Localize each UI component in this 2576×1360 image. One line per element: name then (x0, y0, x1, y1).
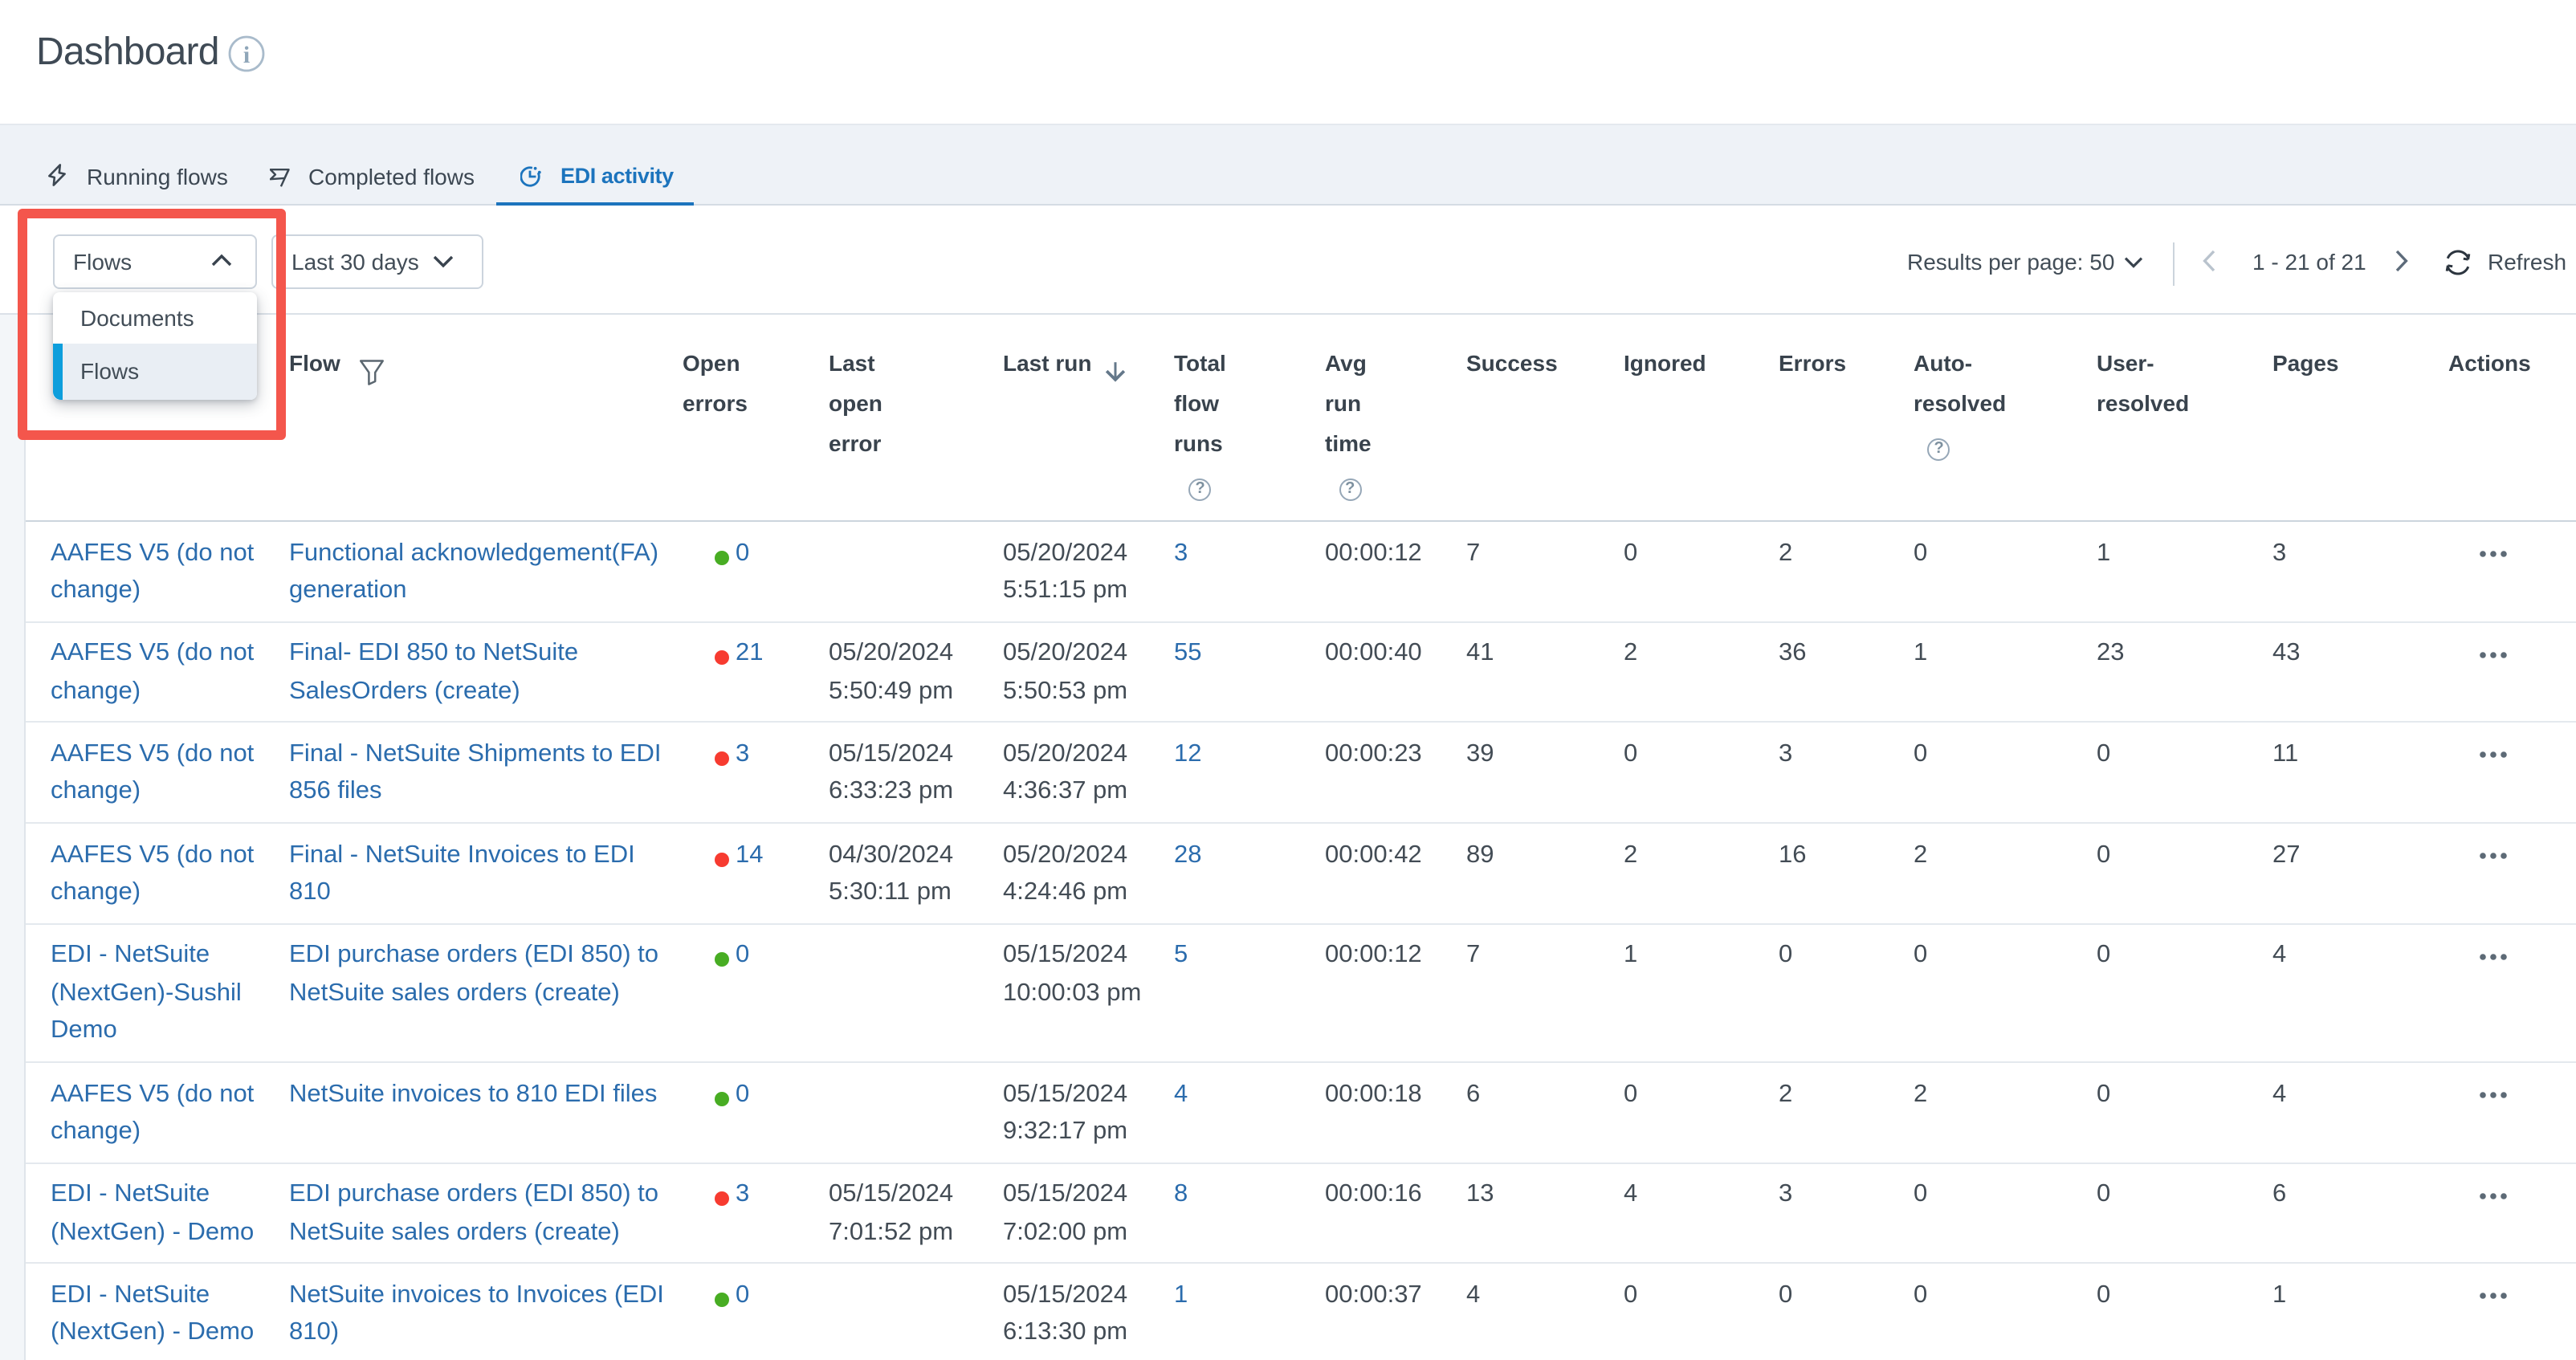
svg-text:i: i (243, 42, 250, 68)
